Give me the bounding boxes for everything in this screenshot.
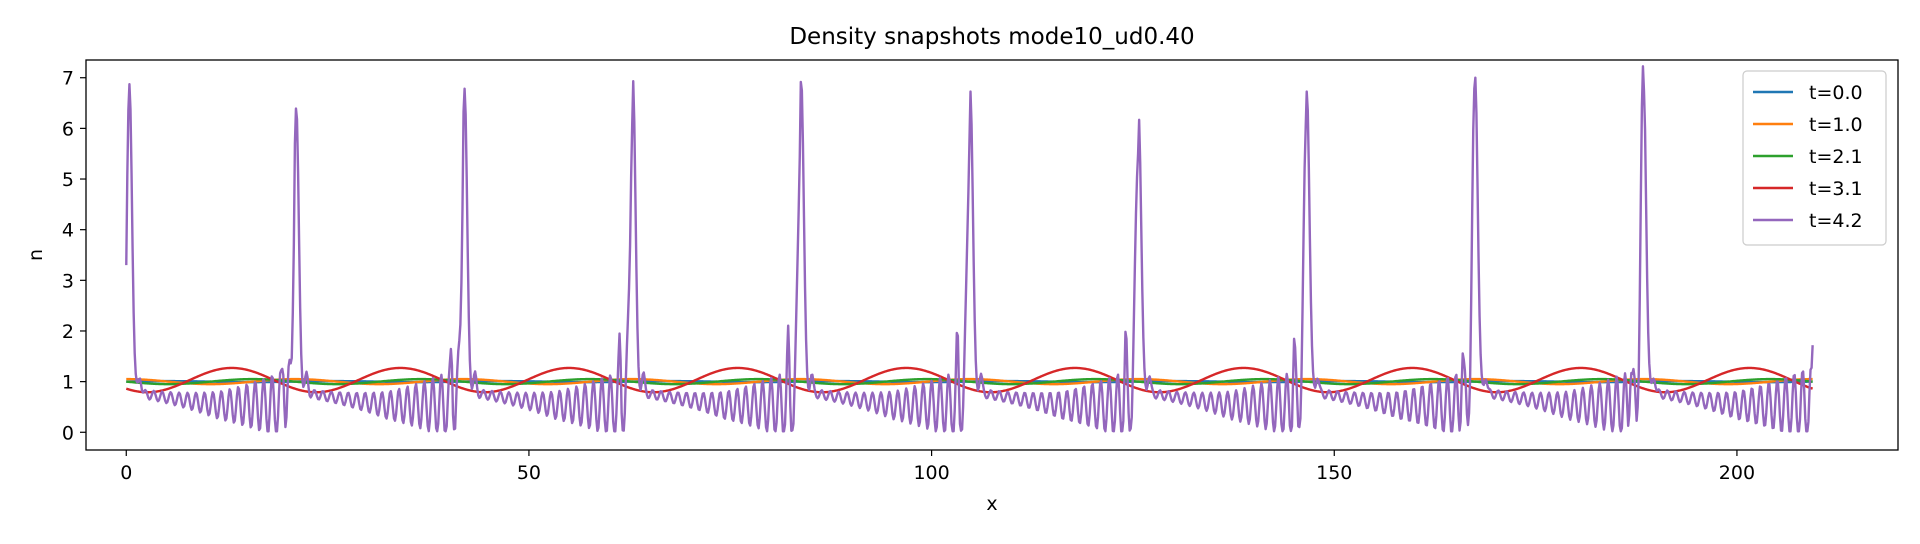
y-tick-label: 7 [62, 68, 74, 90]
x-axis: 0 50 100 150 200 [120, 450, 1755, 484]
y-tick-label: 6 [62, 118, 74, 140]
y-tick-label: 5 [62, 169, 74, 191]
legend-label: t=3.1 [1809, 178, 1863, 200]
chart-title: Density snapshots mode10_ud0.40 [789, 24, 1194, 50]
y-axis: 0 1 2 3 4 5 6 7 [62, 68, 86, 444]
axes-frame [85, 59, 1899, 451]
x-tick-label: 0 [120, 462, 132, 484]
plot-area [125, 65, 1814, 433]
x-tick-label: 150 [1316, 462, 1352, 484]
y-tick-label: 0 [62, 422, 74, 444]
x-tick-label: 50 [517, 462, 541, 484]
x-axis-label: x [986, 493, 997, 515]
legend-label: t=0.0 [1809, 82, 1863, 104]
x-tick-label: 200 [1719, 462, 1755, 484]
y-tick-label: 4 [62, 220, 74, 242]
series-line-5 [125, 65, 1814, 433]
legend-box [1742, 70, 1887, 246]
legend-label: t=4.2 [1809, 210, 1863, 232]
y-axis-label: n [25, 249, 47, 261]
y-tick-label: 1 [62, 372, 74, 394]
legend-label: t=1.0 [1809, 114, 1863, 136]
y-tick-label: 2 [62, 321, 74, 343]
legend-label: t=2.1 [1809, 146, 1863, 168]
series-line-4 [125, 366, 1814, 394]
x-tick-label: 100 [913, 462, 949, 484]
y-tick-label: 3 [62, 270, 74, 292]
legend: t=0.0 t=1.0 t=2.1 t=3.1 t=4.2 [1742, 70, 1887, 246]
